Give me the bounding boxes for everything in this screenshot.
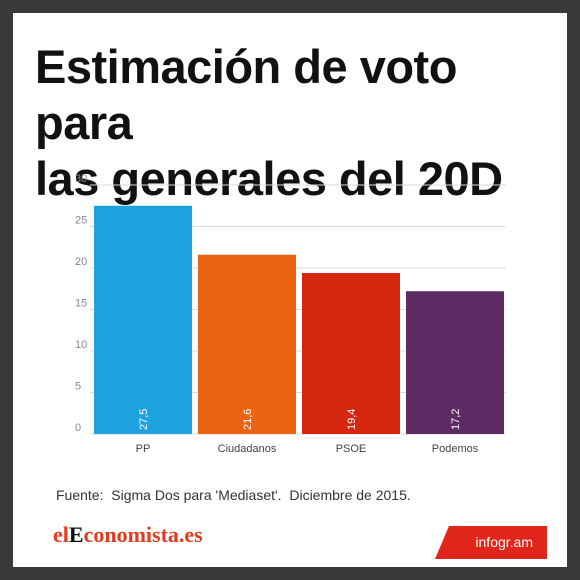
y-tick-label: 0 xyxy=(75,422,81,434)
y-tick-label: 25 xyxy=(75,215,87,227)
badge-shape xyxy=(435,526,547,559)
y-tick-label: 30 xyxy=(75,173,87,185)
data-label: 21,6 xyxy=(242,409,254,430)
bar-pp[interactable] xyxy=(94,205,192,434)
logo-part-3: conomista.es xyxy=(83,522,203,547)
x-tick-label: PP xyxy=(136,443,151,455)
y-tick-label: 5 xyxy=(75,381,81,393)
infogram-badge[interactable]: infogr.am xyxy=(435,526,547,559)
y-tick-label: 10 xyxy=(75,339,87,351)
title-line-1: Estimación de voto para xyxy=(35,40,457,149)
y-tick-label: 20 xyxy=(75,256,87,268)
bar-podemos[interactable] xyxy=(406,291,504,434)
x-tick-label: Ciudadanos xyxy=(218,443,277,455)
page-title: Estimación de voto para las generales de… xyxy=(35,39,555,207)
bar-ciudadanos[interactable] xyxy=(198,254,296,434)
x-tick-label: Podemos xyxy=(432,443,479,455)
source-note: Fuente: Sigma Dos para 'Mediaset'. Dicie… xyxy=(56,487,411,503)
title-line-2: las generales del 20D xyxy=(35,152,503,205)
bar-psoe[interactable] xyxy=(302,272,400,434)
chart-card: Estimación de voto para las generales de… xyxy=(13,13,567,567)
bar-chart: 0 5 10 15 20 25 30 27,5 PP 21,6 Ciudadanos 19,4 PSOE… xyxy=(75,173,506,455)
y-tick-label: 15 xyxy=(75,298,87,310)
data-label: 27,5 xyxy=(138,409,150,430)
badge-label: infogr.am xyxy=(475,534,533,550)
logo-part-1: el xyxy=(53,522,69,547)
data-label: 17,2 xyxy=(450,409,462,430)
eleconomista-logo[interactable]: elEconomista.es xyxy=(53,522,203,548)
logo-part-2: E xyxy=(68,522,84,547)
x-tick-label: PSOE xyxy=(336,443,367,455)
data-label: 19,4 xyxy=(346,409,358,430)
